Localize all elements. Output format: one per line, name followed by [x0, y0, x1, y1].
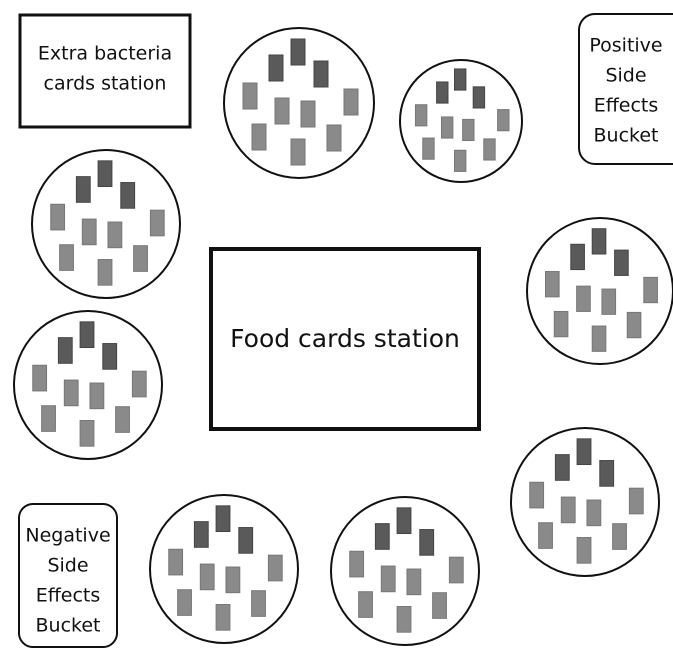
card: [472, 86, 486, 109]
station-label: cards station: [44, 73, 167, 95]
station-label: Food cards station: [230, 324, 460, 353]
card: [168, 548, 184, 576]
card: [238, 527, 254, 554]
card: [440, 116, 454, 139]
card: [102, 343, 118, 370]
card: [453, 149, 467, 172]
card: [199, 563, 215, 591]
card: [349, 550, 365, 578]
card: [120, 182, 136, 209]
bucket-label: Effects: [594, 95, 659, 117]
bucket-label: Negative: [25, 525, 110, 547]
card: [63, 379, 79, 407]
bucket-label: Positive: [589, 35, 662, 57]
bucket-label: Effects: [36, 585, 101, 607]
card: [79, 420, 95, 447]
positive-bucket: [578, 13, 673, 165]
card: [432, 592, 447, 619]
card: [242, 82, 258, 110]
card: [453, 68, 467, 91]
card: [586, 499, 602, 527]
card: [538, 522, 553, 549]
card: [313, 60, 329, 88]
card: [576, 438, 592, 466]
card: [576, 537, 592, 564]
card: [268, 54, 284, 82]
station-label: Extra bacteria: [38, 43, 172, 65]
card: [419, 529, 435, 556]
card: [290, 138, 306, 166]
card: [131, 370, 147, 398]
card: [626, 311, 642, 339]
card: [300, 100, 316, 128]
negative-bucket: [18, 503, 118, 648]
card: [414, 104, 428, 127]
bucket-label: Bucket: [36, 615, 101, 637]
card: [32, 364, 48, 392]
card: [251, 123, 267, 151]
card: [497, 109, 510, 132]
card: [251, 590, 266, 617]
card: [396, 507, 412, 535]
card: [149, 209, 165, 237]
card: [374, 523, 390, 550]
card: [483, 138, 496, 161]
card: [554, 454, 570, 481]
card: [628, 487, 644, 515]
card: [115, 406, 130, 433]
card: [343, 88, 359, 116]
card: [436, 81, 449, 104]
card: [215, 505, 231, 533]
card: [406, 568, 422, 596]
card: [462, 118, 475, 142]
card: [380, 565, 396, 593]
card: [225, 566, 241, 594]
card: [326, 124, 342, 152]
bucket-label: Side: [605, 65, 646, 87]
card: [177, 589, 192, 616]
card: [50, 203, 66, 231]
card: [290, 38, 306, 66]
card: [89, 382, 105, 410]
card: [396, 606, 412, 633]
card: [59, 244, 74, 271]
card: [97, 160, 113, 188]
card: [358, 591, 373, 618]
card: [553, 310, 569, 338]
card: [570, 243, 585, 271]
card: [614, 249, 629, 276]
card: [591, 228, 607, 255]
card: [643, 276, 658, 304]
card: [75, 176, 91, 203]
card: [41, 405, 56, 432]
card: [267, 554, 283, 582]
card: [81, 218, 97, 246]
food-station: [209, 247, 481, 431]
card: [544, 271, 560, 298]
bucket-label: Side: [47, 555, 88, 577]
card: [193, 521, 209, 548]
card: [591, 325, 607, 352]
card: [79, 321, 95, 349]
card: [599, 460, 615, 487]
card: [601, 288, 617, 315]
card: [529, 481, 545, 509]
card: [560, 496, 576, 524]
card: [448, 556, 464, 584]
card: [274, 97, 290, 125]
card: [612, 523, 627, 550]
card: [576, 285, 591, 312]
card: [215, 604, 231, 631]
card: [97, 259, 113, 286]
bucket-label: Bucket: [594, 125, 659, 147]
card: [107, 221, 123, 249]
extra-bacteria-station: [18, 13, 192, 129]
card: [133, 245, 148, 272]
card: [57, 337, 73, 364]
card: [422, 137, 435, 160]
